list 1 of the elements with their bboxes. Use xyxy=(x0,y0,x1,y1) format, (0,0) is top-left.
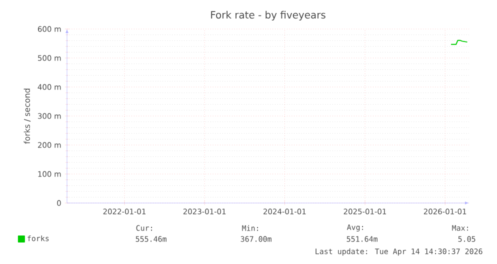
chart-title: Fork rate - by fiveyears xyxy=(211,10,326,21)
